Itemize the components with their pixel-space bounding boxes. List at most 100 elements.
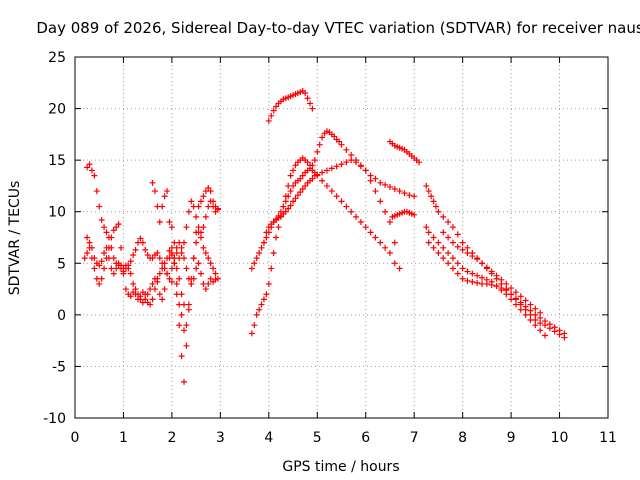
data-point xyxy=(200,244,207,251)
data-point xyxy=(270,107,277,114)
data-point xyxy=(493,272,500,279)
data-point xyxy=(435,249,442,256)
data-point xyxy=(517,299,524,306)
data-point xyxy=(86,239,93,246)
data-point xyxy=(98,216,105,223)
data-point xyxy=(454,270,461,277)
data-point xyxy=(440,213,447,220)
data-point xyxy=(348,157,355,164)
series-arc-h xyxy=(265,88,316,124)
data-point xyxy=(84,234,91,241)
data-point xyxy=(309,105,316,112)
data-point xyxy=(527,301,534,308)
data-point xyxy=(265,224,272,231)
data-point xyxy=(173,280,180,287)
data-point xyxy=(469,278,476,285)
data-point xyxy=(311,157,318,164)
data-point xyxy=(210,265,217,272)
data-point xyxy=(411,193,418,200)
data-point xyxy=(205,255,212,262)
data-point xyxy=(353,159,360,166)
x-tick-label: 9 xyxy=(507,430,516,446)
data-point xyxy=(367,229,374,236)
data-point xyxy=(532,311,539,318)
series-arc-o xyxy=(423,224,549,339)
data-point xyxy=(287,188,294,195)
data-point xyxy=(561,330,568,337)
data-point xyxy=(142,246,149,253)
data-point xyxy=(190,255,197,262)
data-point xyxy=(181,378,188,385)
data-point xyxy=(171,255,178,262)
data-point xyxy=(391,260,398,267)
data-point xyxy=(362,224,369,231)
data-point xyxy=(302,90,309,97)
data-point xyxy=(302,182,309,189)
data-point xyxy=(88,244,95,251)
data-point xyxy=(319,134,326,141)
data-point xyxy=(435,208,442,215)
data-point xyxy=(488,268,495,275)
data-point xyxy=(343,159,350,166)
data-point xyxy=(156,219,163,226)
data-point xyxy=(164,270,171,277)
data-point xyxy=(307,162,314,169)
data-point xyxy=(205,184,212,191)
data-point xyxy=(212,270,219,277)
data-point xyxy=(532,322,539,329)
data-point xyxy=(338,161,345,168)
data-point xyxy=(178,311,185,318)
data-point xyxy=(256,249,263,256)
data-point xyxy=(144,252,151,259)
data-point xyxy=(333,193,340,200)
data-point xyxy=(333,163,340,170)
data-point xyxy=(185,306,192,313)
data-point xyxy=(118,244,125,251)
data-point xyxy=(84,249,91,256)
data-point xyxy=(166,247,173,254)
data-point xyxy=(151,188,158,195)
data-point xyxy=(464,249,471,256)
data-point xyxy=(512,301,519,308)
data-point xyxy=(282,198,289,205)
data-point xyxy=(299,172,306,179)
data-point xyxy=(425,239,432,246)
data-point xyxy=(353,213,360,220)
series-arc-l xyxy=(386,138,423,166)
data-point xyxy=(113,224,120,231)
plot-frame xyxy=(74,56,609,419)
data-point xyxy=(287,202,294,209)
data-point xyxy=(130,252,137,259)
data-point xyxy=(338,141,345,148)
data-point xyxy=(406,192,413,199)
data-point xyxy=(498,285,505,292)
data-point xyxy=(440,244,447,251)
data-point xyxy=(149,296,156,303)
data-point xyxy=(522,303,529,310)
data-point xyxy=(537,309,544,316)
data-point xyxy=(134,296,141,303)
data-point xyxy=(338,198,345,205)
data-point xyxy=(96,280,103,287)
data-point xyxy=(273,103,280,110)
data-point xyxy=(149,280,156,287)
series-arc-j xyxy=(248,155,403,337)
data-point xyxy=(168,278,175,285)
data-point xyxy=(309,175,316,182)
data-point xyxy=(396,188,403,195)
series-arc-c xyxy=(81,239,175,308)
data-point xyxy=(263,291,270,298)
data-point xyxy=(142,291,149,298)
data-point xyxy=(156,291,163,298)
data-point xyxy=(103,244,110,251)
x-tick-label: 5 xyxy=(313,430,322,446)
data-point xyxy=(178,244,185,251)
data-point xyxy=(173,291,180,298)
data-point xyxy=(464,244,471,251)
data-point xyxy=(445,234,452,241)
x-tick-label: 10 xyxy=(551,430,569,446)
data-points xyxy=(81,88,568,385)
data-point xyxy=(139,239,146,246)
data-point xyxy=(449,255,456,262)
data-point xyxy=(84,164,91,171)
